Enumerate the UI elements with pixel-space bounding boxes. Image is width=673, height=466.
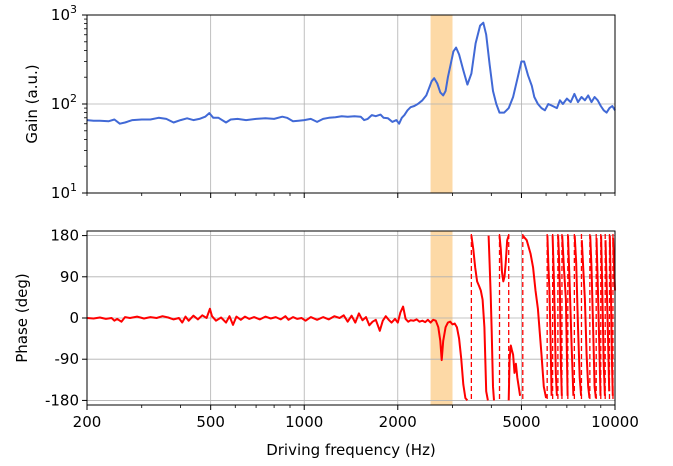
phase-line-segment bbox=[86, 305, 469, 402]
phase-line-segment bbox=[557, 235, 563, 396]
phase-line-segment bbox=[600, 235, 606, 396]
phase-x-tick-label: 500 bbox=[196, 413, 225, 431]
phase-line-segment bbox=[561, 235, 569, 396]
phase-x-tick-label: 5000 bbox=[502, 413, 540, 431]
phase-y-tick-label: 0 bbox=[69, 309, 79, 327]
phase-line-segment bbox=[546, 235, 553, 396]
phase-y-tick-label: -90 bbox=[55, 350, 80, 368]
gain-series bbox=[86, 21, 616, 125]
phase-x-tick-label: 1000 bbox=[285, 413, 323, 431]
gain-gridlines bbox=[87, 14, 615, 194]
phase-line-segment bbox=[507, 344, 522, 401]
phase-line-segment bbox=[498, 235, 510, 283]
phase-series bbox=[86, 234, 616, 402]
gain-panel: 101 102 103 Gain (a.u.) bbox=[23, 3, 616, 202]
phase-line-segment bbox=[580, 240, 591, 399]
phase-line-segment bbox=[522, 234, 548, 399]
phase-panel: 180 90 0 -90 -180 200 500 1000 2000 5000 10000 Pha… bbox=[13, 227, 639, 459]
phase-y-tick-label: -180 bbox=[45, 391, 79, 409]
phase-line-segment bbox=[567, 235, 575, 396]
gain-ticks: 101 102 103 bbox=[51, 3, 616, 202]
phase-line-segment bbox=[487, 235, 495, 401]
phase-line-segment bbox=[608, 235, 614, 396]
phase-line-segment bbox=[551, 235, 558, 396]
phase-line-segment bbox=[573, 235, 583, 396]
gain-line bbox=[86, 21, 616, 125]
phase-x-tick-label: 2000 bbox=[379, 413, 417, 431]
phase-x-tick-label: 200 bbox=[73, 413, 102, 431]
gain-y-tick-label: 102 bbox=[51, 92, 77, 113]
gain-y-tick-label: 101 bbox=[51, 181, 77, 202]
phase-y-axis-label: Phase (deg) bbox=[13, 273, 31, 363]
gain-y-tick-label: 103 bbox=[51, 3, 77, 24]
phase-y-tick-label: 90 bbox=[60, 268, 79, 286]
gain-y-axis-label: Gain (a.u.) bbox=[23, 64, 41, 143]
phase-line-segment bbox=[470, 235, 489, 401]
x-axis-label: Driving frequency (Hz) bbox=[266, 441, 436, 459]
phase-x-tick-label: 10000 bbox=[591, 413, 639, 431]
phase-line-segment bbox=[595, 237, 602, 396]
phase-line-segment bbox=[604, 240, 611, 392]
phase-y-tick-label: 180 bbox=[50, 227, 79, 245]
phase-ticks: 180 90 0 -90 -180 200 500 1000 2000 5000 10000 bbox=[45, 227, 639, 431]
phase-line-segment bbox=[589, 235, 597, 399]
